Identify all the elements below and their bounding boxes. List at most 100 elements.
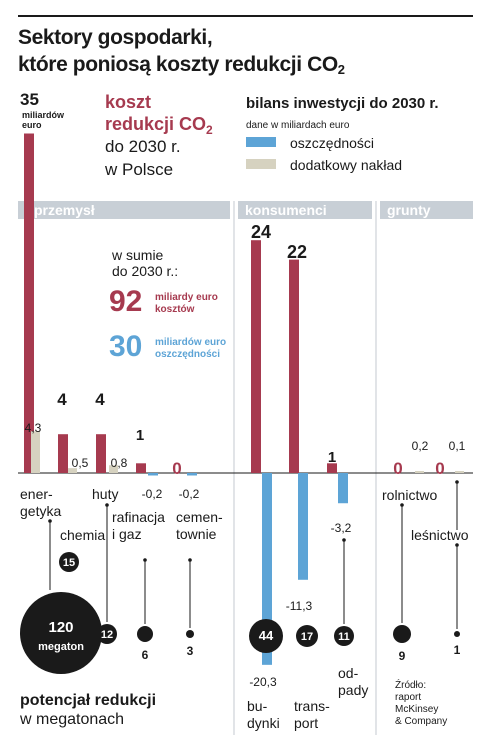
connector-dot: [455, 543, 459, 547]
value-label-cost: 0: [172, 459, 181, 478]
potential-circle: [97, 624, 117, 644]
value-label-cost: 4: [95, 390, 105, 409]
legend-swatch: [246, 159, 276, 169]
category-label: pady: [338, 682, 368, 698]
bar-cost: [136, 463, 146, 473]
value-label-savings: -20,3: [249, 675, 277, 689]
bar-savings: [187, 473, 197, 476]
potential-label: 1: [454, 643, 461, 657]
summary-intro-line-1: w sumie: [111, 247, 164, 263]
sector-label: grunty: [387, 202, 431, 218]
energy-cost-value: 35: [20, 90, 39, 109]
value-label-cost: 1: [136, 427, 144, 444]
source-line: McKinsey: [395, 704, 438, 715]
source-line: & Company: [395, 716, 447, 727]
legend-title: bilans inwestycji do 2030 r.: [246, 95, 439, 112]
value-label-extra: 0,2: [412, 439, 429, 453]
potential-label: 11: [338, 631, 350, 643]
summary-savings-value: 30: [109, 330, 142, 363]
bar-savings: [148, 473, 158, 476]
top-rule: [18, 15, 473, 17]
bar-cost: [327, 463, 337, 473]
bar-extra: [109, 465, 118, 473]
potential-circle: [186, 630, 194, 638]
summary-intro-line-2: do 2030 r.:: [112, 263, 178, 279]
category-label: townie: [176, 526, 217, 542]
potential-subtitle: w megatonach: [19, 711, 124, 728]
connector-dot: [455, 480, 459, 484]
bar-savings: [338, 473, 348, 504]
bar-cost: [24, 133, 34, 473]
value-label-cost: 0: [435, 459, 444, 478]
bar-cost: [289, 259, 299, 473]
potential-label: 17: [301, 631, 313, 643]
category-label: chemia: [60, 527, 105, 543]
sector-label: konsumenci: [245, 202, 327, 218]
cost-header-line-3: do 2030 r.: [105, 137, 181, 156]
source-line: raport: [395, 692, 421, 703]
potential-label: 120: [48, 619, 73, 636]
energy-cost-unit-line-2: euro: [22, 120, 42, 130]
value-label-savings: -0,2: [142, 487, 163, 501]
bar-extra: [455, 471, 464, 473]
value-label-extra: 4,3: [25, 421, 42, 435]
legend-swatch: [246, 137, 276, 147]
legend-label: dodatkowy nakład: [290, 157, 402, 173]
summary-cost-line-2: kosztów: [155, 304, 195, 315]
category-label: rolnictwo: [382, 487, 437, 503]
potential-label: 44: [259, 628, 274, 643]
sector-band: [238, 201, 372, 219]
category-label: bu-: [247, 698, 268, 714]
bar-extra: [68, 468, 77, 473]
potential-label: 6: [142, 648, 149, 662]
potential-circle: [296, 625, 318, 647]
source-line: Źródło:: [395, 678, 426, 691]
bar-cost: [58, 434, 68, 473]
energy-cost-unit-line-1: miliardów: [22, 110, 65, 120]
summary-cost-line-1: miliardy euro: [155, 292, 218, 303]
value-label-cost: 0: [393, 459, 402, 478]
value-label-extra: 0,1: [449, 439, 466, 453]
value-label-extra: 0,5: [72, 456, 89, 470]
summary-savings-line-1: miliardów euro: [155, 337, 226, 348]
bar-extra: [415, 471, 424, 473]
legend-subtitle: dane w miliardach euro: [246, 120, 350, 131]
value-label-savings: -11,3: [286, 599, 313, 613]
title-line-2: które poniosą koszty redukcji CO2: [18, 54, 345, 76]
title-line-2-text: które poniosą koszty redukcji CO: [18, 53, 338, 76]
category-label: i gaz: [112, 526, 142, 542]
category-label: rafinacja: [112, 509, 165, 525]
connector-dot: [143, 558, 147, 562]
category-label: port: [294, 715, 318, 731]
category-label: huty: [92, 486, 118, 502]
potential-circle: [393, 625, 411, 643]
potential-label: 9: [399, 649, 406, 663]
category-label: od-: [338, 665, 359, 681]
bar-cost: [251, 240, 261, 473]
potential-label: 12: [101, 629, 113, 641]
potential-unit: megaton: [38, 641, 84, 653]
value-label-cost: 22: [287, 242, 307, 262]
potential-circle: [137, 626, 153, 642]
potential-circle: [20, 592, 102, 674]
potential-circle: [59, 552, 79, 572]
connector-dot: [105, 503, 109, 507]
bar-extra: [31, 431, 40, 473]
bar-savings: [298, 473, 308, 580]
value-label-cost: 1: [328, 449, 336, 466]
value-label-savings: -3,2: [331, 521, 352, 535]
sector-band: [18, 201, 230, 219]
title-subscript: 2: [337, 62, 345, 77]
potential-circle: [454, 631, 460, 637]
category-label: dynki: [247, 715, 280, 731]
category-label: leśnictwo: [411, 527, 469, 543]
category-label: getyka: [20, 503, 61, 519]
sector-band: [380, 201, 473, 219]
connector-dot: [48, 519, 52, 523]
potential-label: 15: [63, 557, 75, 569]
category-label: cemen-: [176, 509, 223, 525]
connector-dot: [342, 538, 346, 542]
category-label: ener-: [20, 486, 53, 502]
